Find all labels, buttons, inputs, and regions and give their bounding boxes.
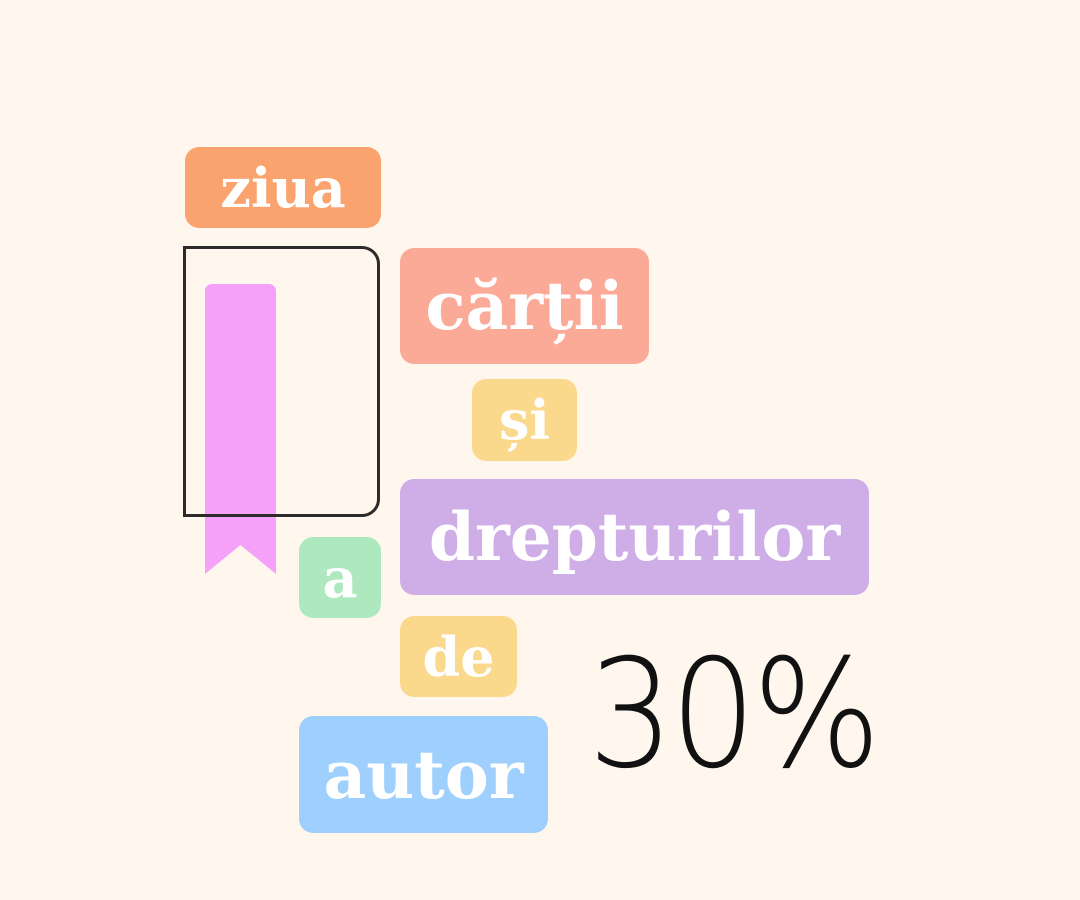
word-drepturilor: drepturilor xyxy=(400,479,869,595)
word-de: de xyxy=(400,616,517,697)
word-si: și xyxy=(472,379,577,461)
word-ziua: ziua xyxy=(185,147,381,228)
word-cartii: cărții xyxy=(400,248,649,364)
bookmark-icon xyxy=(205,284,276,574)
book-outline-icon xyxy=(183,246,380,517)
discount-percent: 30% xyxy=(588,628,881,802)
word-a: a xyxy=(299,537,381,618)
word-autor: autor xyxy=(299,716,548,833)
